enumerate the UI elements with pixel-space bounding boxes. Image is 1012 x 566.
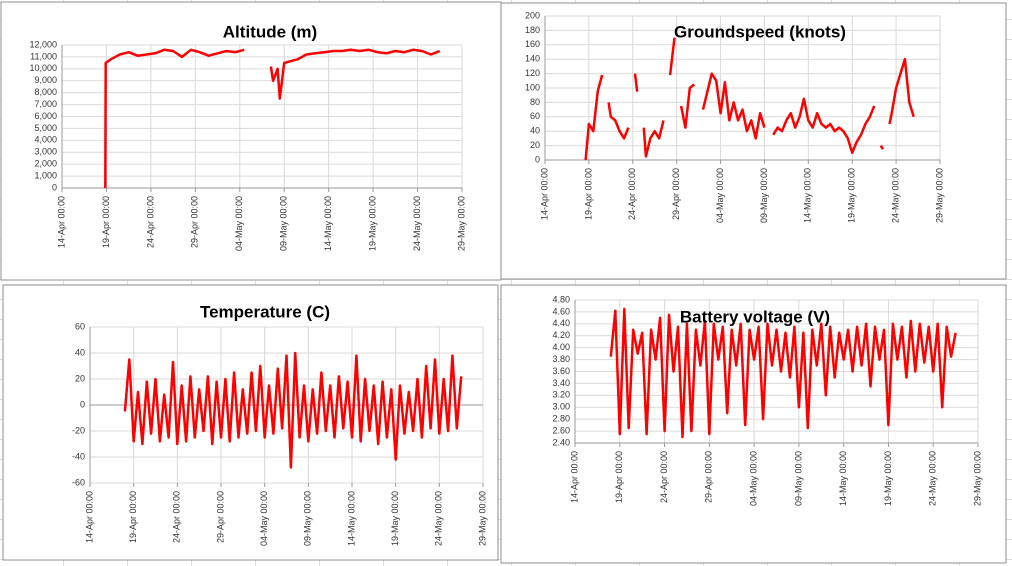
x-tick-label: 04-May 00:00 [715,168,725,223]
x-tick-label: 29-May 00:00 [477,491,487,546]
y-tick-label: 0 [80,399,85,409]
x-tick-label: 14-May 00:00 [346,491,356,546]
y-tick-label: 180 [525,25,540,35]
x-tick-label: 29-May 00:00 [972,451,982,506]
y-tick-label: 80 [530,97,540,107]
x-tick-label: 24-May 00:00 [412,196,422,251]
x-tick-label: 14-May 00:00 [803,168,813,223]
y-tick-label: 12,000 [29,39,57,49]
x-tick-label: 24-May 00:00 [434,491,444,546]
y-tick-label: 4.00 [552,342,570,352]
x-tick-label: 29-May 00:00 [934,168,944,223]
y-tick-label: -40 [72,451,85,461]
y-tick-label: 8,000 [34,87,57,97]
y-tick-label: 120 [525,68,540,78]
x-tick-label: 04-May 00:00 [748,451,758,506]
x-tick-label: 09-May 00:00 [303,491,313,546]
x-tick-label: 24-May 00:00 [928,451,938,506]
x-tick-label: 24-Apr 00:00 [659,451,669,503]
x-tick-label: 04-May 00:00 [234,196,244,251]
y-tick-label: 3.60 [552,366,570,376]
y-tick-label: 160 [525,39,540,49]
chart-panel[interactable] [500,2,1007,280]
y-tick-label: 1,000 [34,170,57,180]
x-tick-label: 19-Apr 00:00 [128,491,138,543]
y-tick-label: -20 [72,425,85,435]
chart-title: Temperature (C) [200,302,330,321]
y-tick-label: 6,000 [34,111,57,121]
x-tick-label: 19-Apr 00:00 [101,196,111,248]
y-tick-label: 3.40 [552,378,570,388]
y-tick-label: 20 [75,373,85,383]
x-tick-label: 09-May 00:00 [793,451,803,506]
y-tick-label: -60 [72,477,85,487]
y-tick-label: 3.00 [552,402,570,412]
y-tick-label: 7,000 [34,99,57,109]
x-tick-label: 04-May 00:00 [259,491,269,546]
x-tick-label: 24-Apr 00:00 [172,491,182,543]
data-line [609,307,957,439]
y-tick-label: 4.40 [552,318,570,328]
data-line [123,351,463,469]
x-tick-label: 19-May 00:00 [367,196,377,251]
y-tick-label: 60 [75,321,85,331]
x-tick-label: 14-Apr 00:00 [569,451,579,503]
x-tick-label: 29-Apr 00:00 [190,196,200,248]
x-tick-label: 19-May 00:00 [847,168,857,223]
y-tick-label: 2,000 [34,159,57,169]
y-tick-label: 3.20 [552,390,570,400]
y-tick-label: 20 [530,140,540,150]
x-tick-label: 19-Apr 00:00 [583,168,593,220]
y-tick-label: 4.20 [552,330,570,340]
chart-title: Altitude (m) [223,22,317,41]
x-tick-label: 19-May 00:00 [390,491,400,546]
y-tick-label: 0 [535,154,540,164]
x-tick-label: 09-May 00:00 [279,196,289,251]
y-tick-label: 40 [530,126,540,136]
y-tick-label: 40 [75,347,85,357]
x-tick-label: 19-May 00:00 [883,451,893,506]
x-tick-label: 24-May 00:00 [890,168,900,223]
y-tick-label: 3.80 [552,354,570,364]
chart-title: Battery voltage (V) [680,307,830,326]
x-tick-label: 09-May 00:00 [759,168,769,223]
chart-panel[interactable] [500,284,1007,564]
chart-panel[interactable] [0,1,502,281]
y-tick-label: 2.60 [552,425,570,435]
y-tick-label: 5,000 [34,123,57,133]
y-tick-label: 4,000 [34,135,57,145]
y-tick-label: 11,000 [30,51,57,61]
x-tick-label: 29-Apr 00:00 [704,451,714,503]
chart-panel[interactable] [2,284,499,561]
x-tick-label: 19-Apr 00:00 [614,451,624,503]
y-tick-label: 0 [52,182,57,192]
y-tick-label: 100 [525,82,540,92]
y-tick-label: 3,000 [34,147,57,157]
y-tick-label: 60 [530,111,540,121]
x-tick-label: 14-May 00:00 [838,451,848,506]
x-tick-label: 14-Apr 00:00 [56,196,66,248]
y-tick-label: 2.80 [552,414,570,424]
x-tick-label: 14-May 00:00 [323,196,333,251]
chart-title: Groundspeed (knots) [674,22,846,41]
x-tick-label: 24-Apr 00:00 [627,168,637,220]
data-line [584,37,915,161]
data-line [104,48,441,189]
y-tick-label: 2.40 [552,437,570,447]
x-tick-label: 14-Apr 00:00 [539,168,549,220]
y-tick-label: 9,000 [34,75,57,85]
x-tick-label: 29-Apr 00:00 [671,168,681,220]
y-tick-label: 200 [525,10,540,20]
x-tick-label: 29-Apr 00:00 [215,491,225,543]
y-tick-label: 140 [525,54,540,64]
y-tick-label: 4.60 [552,306,570,316]
x-tick-label: 29-May 00:00 [456,196,466,251]
y-tick-label: 4.80 [552,294,570,304]
y-tick-label: 10,000 [29,63,57,73]
x-tick-label: 14-Apr 00:00 [84,491,94,543]
x-tick-label: 24-Apr 00:00 [145,196,155,248]
